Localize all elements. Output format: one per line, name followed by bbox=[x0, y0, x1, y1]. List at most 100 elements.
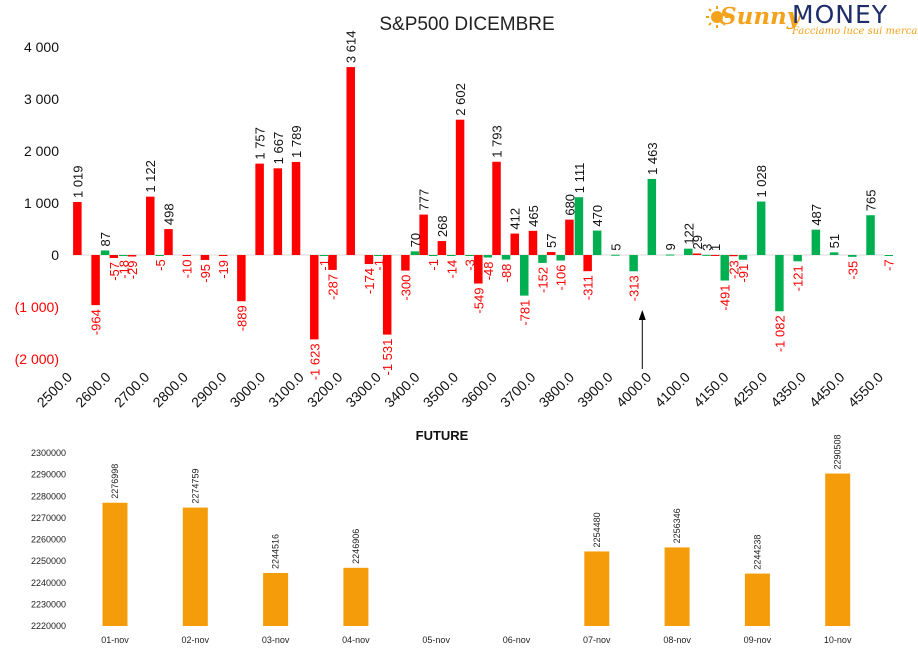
call-bar bbox=[437, 241, 447, 255]
call-bar bbox=[200, 255, 210, 260]
call-bar bbox=[237, 255, 246, 302]
x-tick-label: 2600.0 bbox=[72, 369, 114, 411]
future-y-tick-label: 2230000 bbox=[31, 599, 66, 609]
bar-data-label: -313 bbox=[627, 275, 642, 301]
future-data-label: 2256346 bbox=[672, 508, 682, 543]
bar-data-label: 412 bbox=[508, 208, 523, 230]
future-data-label: 2244238 bbox=[752, 535, 762, 570]
bar-data-label: 465 bbox=[526, 205, 541, 227]
put-bar bbox=[483, 255, 493, 258]
future-data-label: 2244516 bbox=[271, 534, 281, 569]
call-bar bbox=[729, 255, 738, 257]
y-tick-label: 1 000 bbox=[24, 195, 59, 211]
chart-title: S&P500 DICEMBRE bbox=[379, 14, 554, 35]
future-category-label: 10-nov bbox=[824, 635, 852, 645]
put-bar bbox=[866, 215, 875, 255]
bar-data-label: 51 bbox=[827, 234, 842, 248]
brand-script: Sunny bbox=[720, 3, 801, 30]
bar-data-label: 1 111 bbox=[572, 163, 587, 194]
future-category-label: 09-nov bbox=[744, 635, 772, 645]
future-category-label: 02-nov bbox=[182, 635, 210, 645]
bar-data-label: 87 bbox=[98, 232, 113, 246]
put-bar bbox=[100, 250, 110, 255]
call-bar bbox=[364, 255, 374, 265]
put-bar bbox=[738, 255, 748, 260]
put-bar bbox=[119, 255, 128, 256]
x-tick-label: 2500.0 bbox=[34, 369, 76, 411]
bar-data-label: 777 bbox=[417, 189, 432, 211]
bar-data-label: -106 bbox=[554, 265, 569, 291]
x-tick-label: 2900.0 bbox=[188, 369, 230, 411]
put-bar bbox=[538, 255, 547, 263]
x-tick-label: 3000.0 bbox=[227, 369, 269, 411]
bar-data-label: 1 463 bbox=[645, 142, 660, 175]
call-bar bbox=[218, 255, 228, 256]
bar-data-label: -88 bbox=[499, 264, 514, 283]
bar-data-label: -549 bbox=[471, 288, 486, 314]
put-bar bbox=[592, 230, 602, 255]
bar-data-label: -10 bbox=[180, 260, 195, 279]
bar-data-label: -95 bbox=[198, 264, 213, 283]
x-tick-label: 4100.0 bbox=[651, 369, 693, 411]
call-bar bbox=[474, 255, 483, 284]
call-bar bbox=[273, 168, 283, 255]
call-bar bbox=[109, 255, 119, 258]
call-bar bbox=[455, 119, 465, 255]
call-bar bbox=[510, 233, 520, 255]
put-bar bbox=[629, 255, 638, 272]
bar-data-label: -1 bbox=[426, 259, 441, 271]
bar-data-label: -7 bbox=[882, 259, 897, 271]
call-bar bbox=[182, 255, 191, 256]
call-bar bbox=[492, 161, 501, 255]
call-bar bbox=[692, 253, 702, 255]
x-tick-label: 4000.0 bbox=[613, 369, 655, 411]
call-bar bbox=[546, 252, 556, 255]
bar-data-label: 57 bbox=[544, 234, 559, 248]
future-bar bbox=[263, 572, 289, 626]
bar-data-label: 487 bbox=[809, 204, 824, 226]
put-bar bbox=[428, 255, 438, 256]
sun-icon bbox=[706, 6, 728, 28]
brand-logo: Sunny MONEY Facciamo luce sui mercati bbox=[704, 0, 918, 40]
bar-data-label: -5 bbox=[153, 259, 168, 271]
bar-data-label: -1 531 bbox=[380, 339, 395, 376]
future-chart: FUTURE 2220000 2230000 2240000 2250000 226000… bbox=[31, 428, 852, 645]
bar-data-label: -48 bbox=[481, 261, 496, 280]
call-bar bbox=[565, 219, 574, 255]
y-tick-label: 0 bbox=[51, 247, 59, 263]
call-bar bbox=[528, 230, 538, 255]
future-y-tick-label: 2260000 bbox=[31, 535, 66, 545]
x-tick-label: 2800.0 bbox=[149, 369, 191, 411]
x-tick-label: 4350.0 bbox=[767, 369, 809, 411]
future-data-label: 2276998 bbox=[110, 464, 120, 499]
call-bar bbox=[310, 255, 319, 340]
bar-data-label: 1 667 bbox=[271, 132, 286, 165]
x-tick-label: 3700.0 bbox=[497, 369, 539, 411]
future-data-label: 2274759 bbox=[190, 469, 200, 504]
future-y-tick-label: 2280000 bbox=[31, 491, 66, 501]
x-tick-label: 3100.0 bbox=[265, 369, 307, 411]
future-title: FUTURE bbox=[416, 428, 469, 443]
future-category-label: 01-nov bbox=[101, 635, 129, 645]
call-bar bbox=[255, 163, 264, 255]
call-bar bbox=[419, 214, 428, 255]
bar-data-label: 268 bbox=[435, 215, 450, 237]
call-bar bbox=[710, 254, 720, 256]
brand-word: MONEY bbox=[792, 0, 889, 29]
bar-data-label: 3 bbox=[700, 244, 715, 251]
future-y-tick-label: 2220000 bbox=[31, 621, 66, 631]
put-bar bbox=[611, 254, 620, 256]
put-bar bbox=[647, 178, 657, 255]
call-bar bbox=[583, 255, 592, 272]
future-y-tick-label: 2250000 bbox=[31, 556, 66, 566]
put-bar bbox=[756, 201, 766, 255]
put-bar bbox=[319, 255, 329, 256]
put-bar bbox=[665, 254, 675, 256]
bar-data-label: -287 bbox=[326, 274, 341, 300]
bar-data-label: 498 bbox=[161, 203, 176, 225]
put-bar bbox=[410, 251, 420, 255]
x-tick-label: 3500.0 bbox=[420, 369, 462, 411]
bar-data-label: -19 bbox=[216, 260, 231, 279]
bar-data-label: -1 bbox=[317, 259, 332, 271]
